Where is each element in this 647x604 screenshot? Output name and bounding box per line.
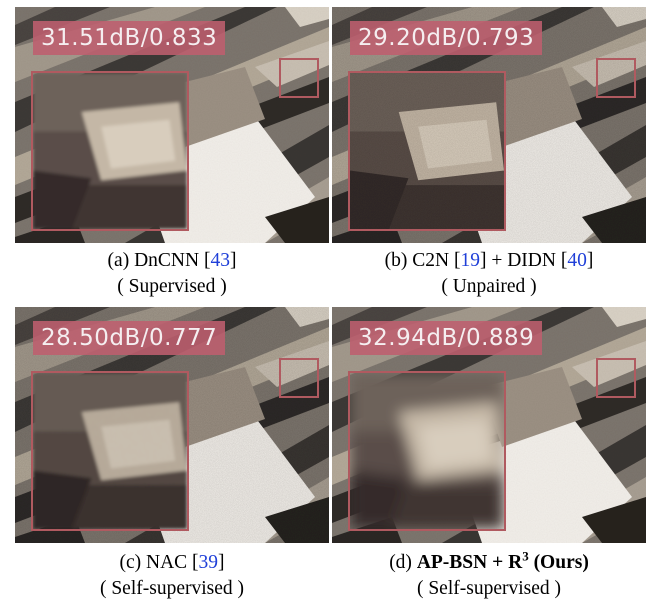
panel-c-reference-link[interactable]: 39 — [198, 552, 219, 573]
panel-a-zoom-inset — [31, 71, 189, 231]
panel-d-subtitle: ( Self-supervised ) — [416, 578, 562, 599]
panel-b-zoom-inset — [348, 71, 506, 231]
panel-a-caption: (a) DnCNN [43] ( Supervised ) — [7, 248, 337, 300]
panel-d-caption-label: (d) — [389, 552, 417, 573]
panel-b: 29.20dB/0.793 — [332, 7, 646, 243]
panel-c-metric: 28.50dB/0.777 — [33, 321, 226, 355]
panel-b-reference-link-1[interactable]: 19 — [460, 250, 480, 271]
panel-c-roi-box — [279, 358, 319, 398]
panel-d-method-suffix: (Ours) — [528, 552, 589, 573]
panel-a-roi-box — [279, 58, 319, 98]
panel-c-subtitle: ( Self-supervised ) — [99, 578, 245, 599]
panel-d-caption: (d) AP-BSN + R3 (Ours) ( Self-supervised… — [324, 550, 647, 602]
panel-d-method-superscript: 3 — [522, 548, 529, 564]
panel-b-caption: (b) C2N [19] + DIDN [40] ( Unpaired ) — [324, 248, 647, 300]
panel-b-metric: 29.20dB/0.793 — [350, 21, 543, 55]
panel-c-zoom-inset — [31, 371, 189, 531]
panel-a-subtitle: ( Supervised ) — [117, 276, 227, 297]
panel-b-caption-close: ] — [586, 250, 594, 271]
panel-c-caption-label: (c) NAC [ — [119, 552, 199, 573]
panel-b-reference-link-2[interactable]: 40 — [567, 250, 587, 271]
panel-a: 31.51dB/0.833 — [15, 7, 329, 243]
panel-d-roi-box — [596, 358, 636, 398]
panel-c-caption: (c) NAC [39] ( Self-supervised ) — [7, 550, 337, 602]
panel-d-method-name: AP-BSN + R — [416, 552, 523, 573]
panel-a-reference-link[interactable]: 43 — [210, 250, 230, 271]
panel-a-metric: 31.51dB/0.833 — [33, 21, 226, 55]
panel-d-metric: 32.94dB/0.889 — [350, 321, 543, 355]
panel-d: 32.94dB/0.889 — [332, 307, 646, 543]
panel-b-subtitle: ( Unpaired ) — [441, 276, 537, 297]
panel-c: 28.50dB/0.777 — [15, 307, 329, 543]
panel-d-zoom-inset — [348, 371, 506, 531]
panel-c-caption-close: ] — [218, 552, 225, 573]
panel-b-caption-label: (b) C2N [ — [384, 250, 461, 271]
panel-a-caption-close: ] — [229, 250, 237, 271]
panel-b-roi-box — [596, 58, 636, 98]
panel-a-caption-label: (a) DnCNN [ — [107, 250, 211, 271]
panel-b-caption-middle: ] + DIDN [ — [479, 250, 568, 271]
